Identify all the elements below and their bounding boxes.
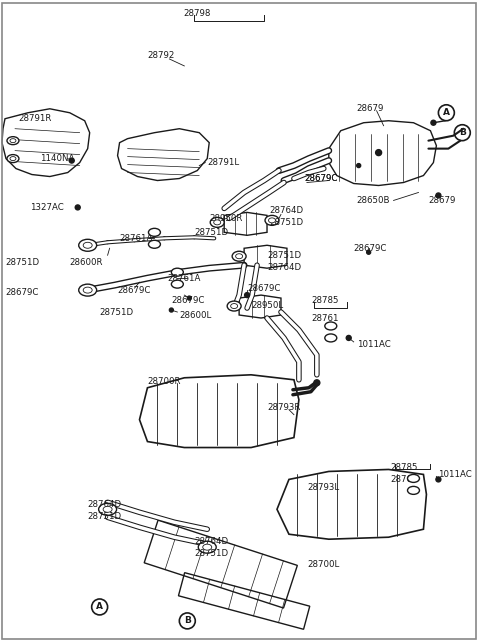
Text: 28761: 28761 bbox=[391, 475, 418, 484]
Ellipse shape bbox=[236, 254, 242, 259]
Circle shape bbox=[436, 477, 441, 482]
Ellipse shape bbox=[232, 251, 246, 261]
Text: 28679C: 28679C bbox=[304, 174, 337, 183]
Ellipse shape bbox=[10, 157, 16, 160]
Text: 28751D: 28751D bbox=[5, 257, 39, 266]
Text: 28793R: 28793R bbox=[267, 403, 300, 412]
Ellipse shape bbox=[79, 239, 96, 251]
Ellipse shape bbox=[98, 503, 117, 516]
Text: 28679: 28679 bbox=[357, 104, 384, 113]
Text: 28751D: 28751D bbox=[194, 228, 228, 237]
Text: 28751D: 28751D bbox=[100, 308, 134, 317]
Ellipse shape bbox=[83, 287, 92, 293]
Ellipse shape bbox=[10, 139, 16, 143]
Text: 28761A: 28761A bbox=[120, 234, 153, 243]
Text: 28791R: 28791R bbox=[18, 114, 51, 123]
Text: 28761A: 28761A bbox=[168, 273, 201, 282]
Text: 28751D: 28751D bbox=[267, 251, 301, 260]
Ellipse shape bbox=[203, 544, 212, 550]
Text: 28798: 28798 bbox=[183, 8, 211, 17]
Ellipse shape bbox=[408, 474, 420, 482]
Text: 1327AC: 1327AC bbox=[30, 203, 64, 212]
Text: 28792: 28792 bbox=[147, 51, 175, 60]
Text: A: A bbox=[96, 602, 103, 611]
Text: 28600L: 28600L bbox=[180, 311, 212, 320]
Text: 28761: 28761 bbox=[311, 313, 338, 322]
Text: 28679C: 28679C bbox=[304, 174, 337, 183]
Text: 28764D: 28764D bbox=[269, 206, 303, 215]
Text: 28950L: 28950L bbox=[251, 300, 283, 309]
Text: 28785: 28785 bbox=[311, 295, 338, 304]
Ellipse shape bbox=[210, 218, 224, 227]
Ellipse shape bbox=[227, 301, 241, 311]
Ellipse shape bbox=[214, 220, 221, 225]
Circle shape bbox=[314, 380, 320, 386]
Ellipse shape bbox=[171, 280, 183, 288]
Ellipse shape bbox=[268, 218, 276, 223]
Ellipse shape bbox=[103, 507, 112, 512]
Ellipse shape bbox=[148, 240, 160, 248]
Circle shape bbox=[69, 158, 74, 163]
Ellipse shape bbox=[148, 229, 160, 236]
Ellipse shape bbox=[171, 268, 183, 276]
Ellipse shape bbox=[79, 284, 96, 296]
Text: 28600R: 28600R bbox=[70, 257, 103, 266]
Text: 28751D: 28751D bbox=[88, 512, 122, 521]
Text: 28791L: 28791L bbox=[207, 158, 240, 167]
Text: 28764D: 28764D bbox=[88, 500, 122, 509]
Ellipse shape bbox=[83, 242, 92, 248]
Text: 28679C: 28679C bbox=[354, 244, 387, 253]
Circle shape bbox=[187, 296, 192, 300]
Text: 28679C: 28679C bbox=[118, 286, 151, 295]
Ellipse shape bbox=[198, 541, 216, 553]
Text: 28764D: 28764D bbox=[194, 537, 228, 546]
Circle shape bbox=[169, 308, 173, 312]
Circle shape bbox=[376, 150, 382, 155]
Text: 28751D: 28751D bbox=[194, 549, 228, 558]
Text: 28700L: 28700L bbox=[307, 560, 339, 569]
Circle shape bbox=[75, 205, 80, 210]
Circle shape bbox=[431, 120, 436, 125]
Circle shape bbox=[436, 193, 441, 198]
Text: A: A bbox=[443, 108, 450, 117]
Circle shape bbox=[357, 164, 360, 168]
Text: 28950R: 28950R bbox=[209, 214, 242, 223]
Text: 28700R: 28700R bbox=[147, 377, 181, 386]
Text: 28679: 28679 bbox=[429, 196, 456, 205]
Ellipse shape bbox=[408, 487, 420, 494]
Ellipse shape bbox=[325, 322, 337, 330]
Text: 28679C: 28679C bbox=[171, 295, 205, 304]
Text: 28793L: 28793L bbox=[307, 483, 339, 492]
Ellipse shape bbox=[231, 304, 238, 309]
Circle shape bbox=[367, 250, 371, 254]
Text: 1011AC: 1011AC bbox=[357, 340, 390, 349]
Text: 28679C: 28679C bbox=[5, 288, 38, 297]
Circle shape bbox=[346, 336, 351, 340]
Text: 1011AC: 1011AC bbox=[438, 470, 472, 479]
Text: 28785: 28785 bbox=[391, 463, 418, 472]
Text: B: B bbox=[184, 616, 191, 625]
Text: 28679C: 28679C bbox=[247, 284, 280, 293]
Text: 28751D: 28751D bbox=[269, 218, 303, 227]
Ellipse shape bbox=[7, 155, 19, 162]
Circle shape bbox=[245, 293, 250, 298]
Ellipse shape bbox=[7, 137, 19, 144]
Text: 1140NA: 1140NA bbox=[40, 154, 74, 163]
Text: B: B bbox=[459, 128, 466, 137]
Text: 28650B: 28650B bbox=[357, 196, 390, 205]
Text: 28764D: 28764D bbox=[267, 263, 301, 272]
Ellipse shape bbox=[265, 215, 279, 225]
Ellipse shape bbox=[325, 334, 337, 342]
